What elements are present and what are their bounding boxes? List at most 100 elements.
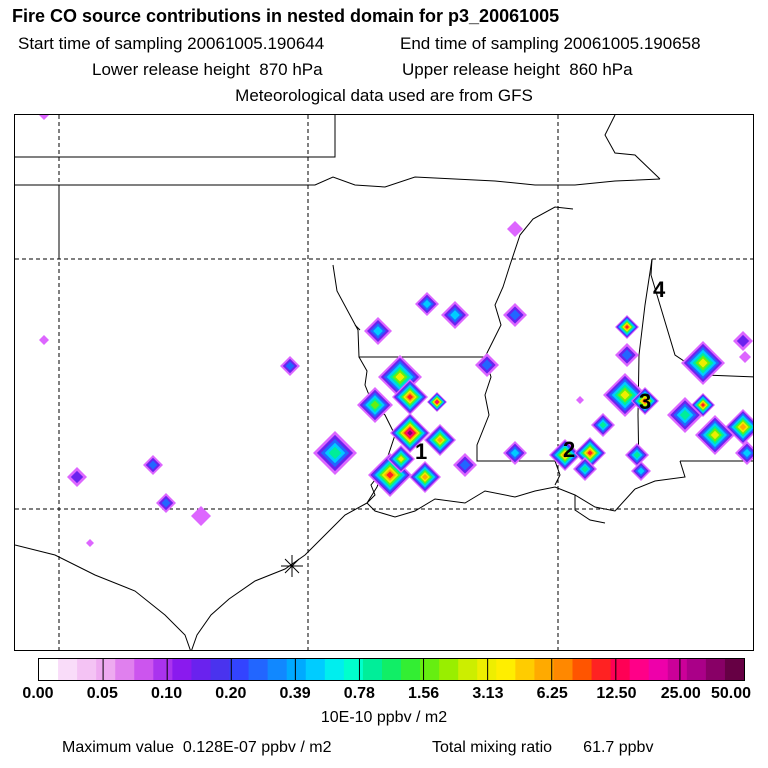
source-ring (435, 400, 439, 404)
source-ring (736, 334, 750, 348)
colorbar-swatch (343, 659, 364, 680)
colorbar-swatch (477, 659, 497, 680)
total-mixing-ratio: Total mixing ratio 61.7 ppbv (432, 739, 653, 757)
colorbar-swatch (591, 659, 612, 680)
fire-source-6 (191, 506, 211, 526)
colorbar-swatch (572, 659, 593, 680)
colorbar-swatch (401, 659, 421, 680)
map-label-1: 1 (415, 439, 427, 464)
colorbar-swatch (58, 659, 78, 680)
source-ring (386, 471, 394, 479)
plot-title: Fire CO source contributions in nested d… (12, 6, 560, 26)
colorbar-swatch (153, 659, 173, 680)
source-ring (679, 409, 691, 421)
source-ring (328, 446, 342, 460)
colorbar-swatch (115, 659, 135, 680)
fire-source-9 (86, 539, 94, 547)
colorbar-swatch (458, 659, 478, 680)
source-ring (562, 452, 568, 458)
source-ring (407, 394, 413, 400)
fire-source-12 (415, 292, 439, 316)
source-ring (437, 437, 443, 443)
source-ring (625, 325, 629, 329)
colorbar-swatch (648, 659, 669, 680)
fire-source-14 (503, 303, 527, 327)
source-ring (148, 460, 158, 470)
colorbar-swatch (248, 659, 269, 680)
fire-source-1 (39, 115, 49, 120)
fire-source-3 (67, 467, 87, 487)
source-ring (621, 349, 633, 361)
colorbar-swatch (134, 659, 154, 680)
source-ring (587, 450, 593, 456)
colorbar-swatch (381, 659, 402, 680)
colorbar-swatch (172, 659, 193, 680)
colorbar-tick-label: 0.20 (215, 685, 247, 702)
fire-source-24 (409, 461, 441, 493)
max-value: Maximum value 0.128E-07 ppbv / m2 (62, 739, 332, 756)
fire-source-20 (390, 413, 430, 453)
source-ring (739, 351, 751, 363)
fire-source-7 (280, 356, 300, 376)
colorbar-swatch (439, 659, 459, 680)
fire-source-28 (549, 439, 581, 471)
source-ring (620, 390, 630, 400)
colorbar-tick-label: 0.05 (86, 685, 118, 702)
colorbar-swatch (305, 659, 326, 680)
source-ring (459, 459, 471, 471)
fire-source-41 (695, 415, 735, 455)
colorbar-swatch (496, 659, 516, 680)
total-value: 61.7 ppbv (583, 739, 654, 756)
fire-source-32 (615, 343, 639, 367)
fire-source-31 (615, 315, 639, 339)
colorbar-tick-label: 50.00 (710, 685, 752, 702)
fire-source-11 (364, 317, 392, 345)
met-source: Meteorological data used are from GFS (235, 86, 533, 105)
colorbar-tick-label: 25.00 (660, 685, 701, 702)
fire-source-13 (441, 301, 469, 329)
fire-source-30 (573, 457, 597, 481)
fire-source-15 (475, 353, 499, 377)
colorbar-swatch (515, 659, 535, 680)
grid-lines (15, 115, 753, 650)
source-ring (698, 358, 708, 368)
source-ring (422, 474, 428, 480)
source-ring (285, 361, 295, 371)
colorbar-swatches (39, 659, 744, 680)
colorbar-swatch (420, 659, 440, 680)
source-ring (86, 539, 94, 547)
source-ring (507, 221, 523, 237)
release-lower: Lower release height 870 hPa (92, 60, 323, 79)
colorbar-swatch (267, 659, 288, 680)
colorbar-swatch (286, 659, 307, 680)
map-label-3: 3 (639, 389, 651, 414)
colorbar-swatch (629, 659, 650, 680)
sampling-start: Start time of sampling 20061005.190644 (18, 34, 325, 53)
source-ring (481, 359, 493, 371)
colorbar-swatch (667, 659, 688, 680)
fire-source-26 (387, 445, 415, 473)
colorbar-swatch (724, 659, 744, 680)
source-ring (450, 310, 460, 320)
release-upper: Upper release height 860 hPa (402, 60, 633, 79)
source-ring (39, 115, 49, 120)
colorbar-tick-label: 0.10 (150, 685, 183, 702)
fire-source-22 (313, 431, 357, 475)
source-ring (642, 398, 648, 404)
colorbar-swatch (686, 659, 707, 680)
fire-source-5 (156, 493, 176, 513)
colorbar-swatch (77, 659, 97, 680)
source-ring (395, 372, 405, 382)
colorbar-tick-label: 0.39 (279, 685, 311, 702)
fire-source-40 (691, 393, 715, 417)
fire-source-25 (453, 453, 477, 477)
source-ring (637, 467, 645, 475)
colorbar-swatch (96, 659, 116, 680)
colorbar-tick-label: 12.50 (596, 685, 637, 702)
source-ring (701, 403, 705, 407)
fire-source-35 (591, 413, 615, 437)
colorbar-swatch (324, 659, 345, 680)
colorbar-swatch (362, 659, 383, 680)
colorbar-units: 10E-10 ppbv / m2 (320, 709, 448, 726)
map-label-4: 4 (653, 277, 666, 302)
